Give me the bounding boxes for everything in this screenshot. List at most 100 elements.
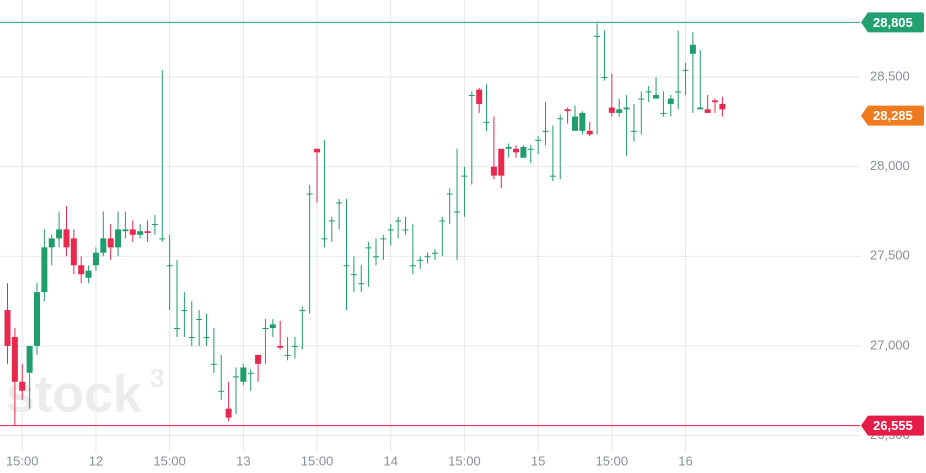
candle-body <box>255 354 262 364</box>
candle-body <box>490 166 497 176</box>
candle-body <box>343 265 350 267</box>
x-tick-label: 15:00 <box>596 453 629 468</box>
candle-body <box>373 256 379 258</box>
candle-body <box>409 265 416 267</box>
candle-body <box>483 121 490 123</box>
candle-body <box>719 103 726 110</box>
candle-body <box>513 148 520 153</box>
candle-body <box>439 220 446 222</box>
x-tick-label: 14 <box>384 453 398 468</box>
candle-body <box>129 229 136 235</box>
candle-body <box>291 345 298 347</box>
candle-body <box>675 91 682 93</box>
grid-layer: 26,50027,00027,50028,00028,50015:001215:… <box>0 0 910 468</box>
candle-body <box>240 367 247 382</box>
level-label: 26,555 <box>873 418 913 433</box>
candle-body <box>336 202 343 204</box>
level-badge <box>861 105 924 126</box>
candles <box>4 23 726 426</box>
candle-body <box>564 109 571 112</box>
x-tick-label: 15:00 <box>6 453 39 468</box>
candle-body <box>468 94 475 96</box>
candle-body <box>314 148 321 153</box>
candle-body <box>299 310 306 312</box>
candle-body <box>188 336 195 338</box>
candle-body <box>181 310 188 312</box>
candle-body <box>85 270 92 278</box>
candle-body <box>682 69 689 71</box>
candle-body <box>41 247 48 293</box>
candle-body <box>557 118 564 120</box>
candle-body <box>594 35 601 37</box>
candle-body <box>535 139 542 141</box>
y-tick-label: 27,500 <box>870 248 910 263</box>
candle-body <box>365 247 372 249</box>
candle-body <box>151 224 158 226</box>
candle-body <box>586 130 593 135</box>
candle-body <box>616 109 623 113</box>
candle-body <box>247 372 254 374</box>
x-tick-label: 15:00 <box>153 453 186 468</box>
candle-body <box>549 175 556 177</box>
candle-body <box>630 130 637 132</box>
candle-body <box>306 193 313 195</box>
x-tick-label: 12 <box>89 453 103 468</box>
candle-body <box>358 283 365 285</box>
candle-body <box>115 229 122 248</box>
candle-body <box>520 146 527 158</box>
candle-body <box>498 148 505 176</box>
watermark: stock <box>6 366 142 424</box>
candle-body <box>446 193 453 195</box>
candle-body <box>461 175 468 177</box>
y-tick-label: 28,500 <box>870 69 910 84</box>
level-badge <box>861 12 924 33</box>
candle-body <box>689 44 696 54</box>
candle-body <box>225 408 232 418</box>
candle-body <box>431 252 438 254</box>
candle-body <box>350 274 357 276</box>
candle-body <box>660 112 667 114</box>
candle-body <box>424 256 431 258</box>
candle-body <box>144 231 151 234</box>
candle-body <box>608 107 615 113</box>
candle-body <box>277 345 284 348</box>
candle-body <box>166 265 173 267</box>
candle-body <box>395 220 402 222</box>
candle-body <box>11 336 18 382</box>
candle-body <box>653 94 660 99</box>
candle-body <box>579 112 586 131</box>
candle-body <box>70 238 77 266</box>
candle-body <box>137 231 144 235</box>
candle-body <box>232 376 239 378</box>
candle-body <box>417 259 424 261</box>
candle-body <box>56 229 63 239</box>
candle-body <box>26 345 33 373</box>
candle-body <box>196 319 203 321</box>
candle-body <box>262 327 269 329</box>
candle-body <box>100 238 107 253</box>
candle-body <box>174 327 181 329</box>
levels: 28,805 28,285 26,555 <box>0 12 924 436</box>
candle-body <box>4 310 11 346</box>
x-tick-label: 15 <box>531 453 545 468</box>
candle-body <box>505 146 512 149</box>
candle-body <box>203 336 210 338</box>
x-tick-label: 16 <box>678 453 692 468</box>
candle-body <box>542 130 549 132</box>
candle-body <box>63 229 70 248</box>
candle-body <box>218 390 225 392</box>
candle-body <box>159 238 166 240</box>
candle-body <box>48 238 55 248</box>
candle-body <box>667 98 674 104</box>
candle-body <box>623 107 630 110</box>
candle-body <box>33 292 40 346</box>
candle-body <box>638 98 645 100</box>
y-tick-label: 28,000 <box>870 158 910 173</box>
candle-body <box>284 354 291 356</box>
candle-body <box>19 381 26 391</box>
candle-body <box>328 220 335 222</box>
candle-body <box>387 229 394 231</box>
watermark-superscript: 3 <box>150 363 164 393</box>
